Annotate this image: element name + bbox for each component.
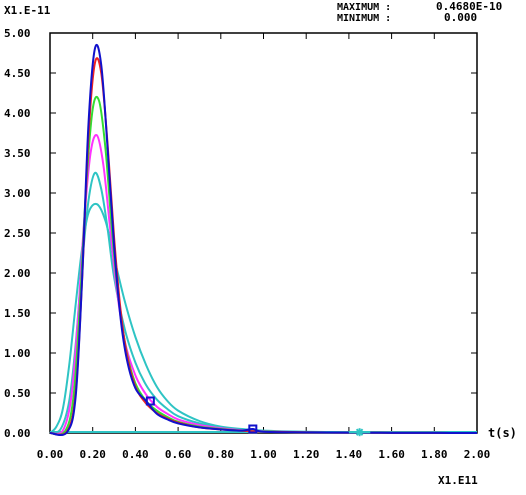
x-axis-label: t(s)	[488, 426, 517, 440]
y-tick-label: 4.50	[4, 67, 31, 80]
y-tick-label: 0.00	[4, 427, 31, 440]
y-tick-label: 1.00	[4, 347, 31, 360]
x-tick-label: 2.00	[464, 448, 491, 461]
x-tick-label: 1.20	[293, 448, 320, 461]
x-tick-label: 1.40	[336, 448, 363, 461]
x-tick-label: 0.60	[165, 448, 192, 461]
y-multiplier-label: X1.E-11	[4, 4, 51, 17]
max-value: 0.4680E-10	[436, 0, 502, 13]
x-tick-label: 0.40	[122, 448, 149, 461]
y-tick-label: 1.50	[4, 307, 31, 320]
square-marker	[248, 424, 258, 434]
y-tick-label: 2.00	[4, 267, 31, 280]
x-tick-label: 1.00	[250, 448, 277, 461]
markers-layer	[145, 396, 364, 437]
y-tick-label: 0.50	[4, 387, 31, 400]
tick-labels: 0.00 0.20 0.40 0.60 0.80 1.00 1.20 1.40 1.60 1.80…	[4, 27, 490, 461]
x-multiplier-label: X1.E11	[438, 474, 478, 487]
square-marker	[145, 396, 155, 406]
x-tick-label: 1.60	[378, 448, 405, 461]
min-label: MINIMUM :	[337, 13, 391, 24]
x-tick-label: 1.80	[421, 448, 448, 461]
y-tick-label: 2.50	[4, 227, 31, 240]
x-tick-label: 0.80	[208, 448, 235, 461]
max-label: MAXIMUM :	[337, 2, 391, 13]
y-tick-label: 3.50	[4, 147, 31, 160]
x-tick-label: 0.00	[37, 448, 64, 461]
y-tick-label: 3.00	[4, 187, 31, 200]
min-value: 0.000	[444, 11, 477, 24]
x-tick-label: 0.20	[79, 448, 106, 461]
y-tick-label: 4.00	[4, 107, 31, 120]
y-tick-label: 5.00	[4, 27, 31, 40]
series-line-5	[49, 43, 478, 437]
series-line-1	[49, 171, 478, 434]
star-marker	[355, 428, 364, 437]
series-layer	[49, 43, 478, 437]
series-line-2	[49, 133, 478, 435]
